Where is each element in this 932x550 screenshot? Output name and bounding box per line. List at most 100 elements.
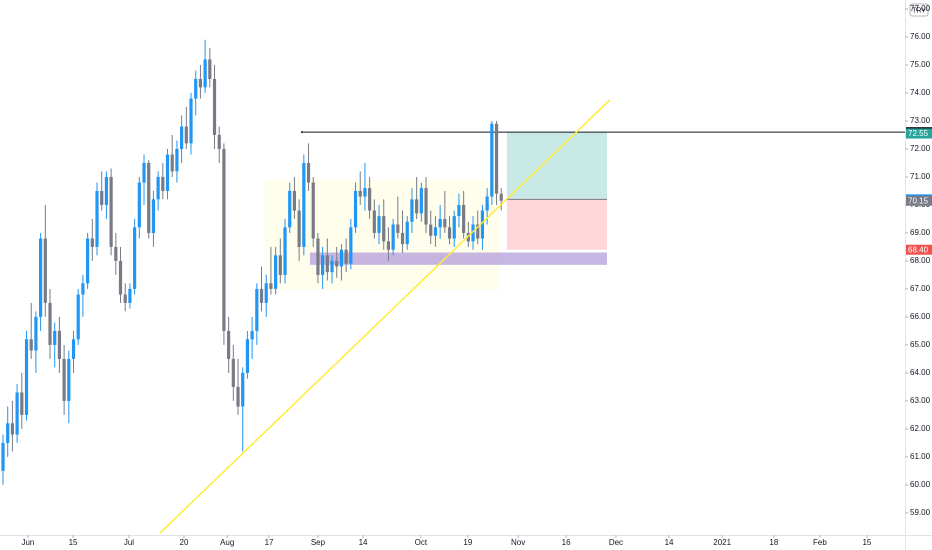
candle-body [476,224,480,239]
candle-body [118,260,123,295]
candle-body [269,283,273,289]
x-tick-label: 2021 [713,538,731,547]
candle-body [142,162,146,183]
candle-body [349,227,353,264]
candle-body [471,224,475,242]
x-tick-label: 15 [69,538,78,547]
candle-body [424,188,428,225]
y-tick-label: 66.00 [910,312,931,321]
candle-body [184,126,188,144]
candle-body [278,255,282,275]
candle-body [156,176,160,200]
candle-body [231,358,235,387]
candle-body [250,330,254,340]
candle-body [114,246,118,261]
price-label: 68.40 [908,245,929,254]
x-tick-label: Jun [21,538,34,547]
candle-body [363,188,367,197]
candle-body [311,182,315,239]
candle-body [274,255,278,289]
candle-body [405,221,409,245]
candle-body [104,176,109,205]
candle-body [316,238,320,275]
candle-body [415,199,419,214]
candle-body [180,126,184,149]
candle-body [109,176,113,247]
y-tick-label: 62.00 [910,424,931,433]
y-tick-label: 60.00 [910,480,931,489]
candle-body [53,330,57,345]
candle-body [358,190,362,197]
candle-body [302,162,306,247]
currency-box[interactable] [909,3,929,17]
candle-body [95,190,99,247]
candle-body [203,59,207,88]
candle-body [353,190,358,228]
candle-body [170,154,174,172]
price-label-bg [906,195,932,206]
x-tick-label: Sep [311,538,326,547]
price-label-bg [906,128,932,139]
candle-body [71,339,76,359]
x-tick-label: 16 [562,538,571,547]
candle-body [161,176,165,191]
candle-body [462,204,466,233]
x-tick-label: 15 [862,538,871,547]
candle-body [400,232,405,245]
candle-body [382,216,386,242]
loss-zone [506,199,607,250]
candle-body [20,392,24,415]
candle-body [344,249,348,264]
candle-body [128,288,132,303]
y-tick-label: 72.00 [910,144,931,153]
candle-body [335,260,339,267]
candle-body [151,199,156,233]
candle-body [490,123,494,197]
candle-body [255,288,259,331]
x-tick-label: Oct [415,538,428,547]
candle-body [48,302,52,345]
y-tick-label: 67.00 [910,284,931,293]
candle-body [447,227,452,239]
y-tick-label: 71.00 [910,172,931,181]
candle-body [245,339,250,373]
y-tick-label: 64.00 [910,368,931,377]
profit-zone [506,132,607,200]
candle-body [6,423,10,443]
x-tick-label: 20 [180,538,189,547]
candle-body [339,249,344,267]
candle-body [123,294,127,303]
x-tick-label: 18 [769,538,778,547]
y-tick-label: 65.00 [910,340,931,349]
candle-body [433,227,438,236]
candle-body [499,193,503,201]
y-tick-label: 77.00 [910,4,931,13]
candle-body [217,134,221,149]
candle-body [29,339,33,351]
candle-body [222,148,226,331]
candle-body [391,224,395,250]
candle-body [133,227,137,289]
support-zone [309,252,607,265]
candle-body [372,210,376,233]
candle-body [198,78,203,88]
y-tick-label: 68.00 [910,256,931,265]
plot-area [1,39,905,534]
price-label: 72.55 [908,129,929,138]
candle-body [100,190,104,205]
candle-body [396,224,400,233]
candle-body [24,339,29,415]
candle-body [480,210,485,239]
candle-body [429,224,433,236]
y-tick-label: 73.00 [910,116,931,125]
candle-body [494,123,499,194]
candle-body [241,372,245,407]
currency-label: TRY [912,7,926,14]
candle-body [368,188,372,211]
y-tick-label: 74.00 [910,88,931,97]
candle-body [321,255,325,275]
candle-body [137,182,141,228]
candle-body [292,190,297,211]
x-tick-label: 17 [265,538,274,547]
x-tick-label: Jul [124,538,134,547]
